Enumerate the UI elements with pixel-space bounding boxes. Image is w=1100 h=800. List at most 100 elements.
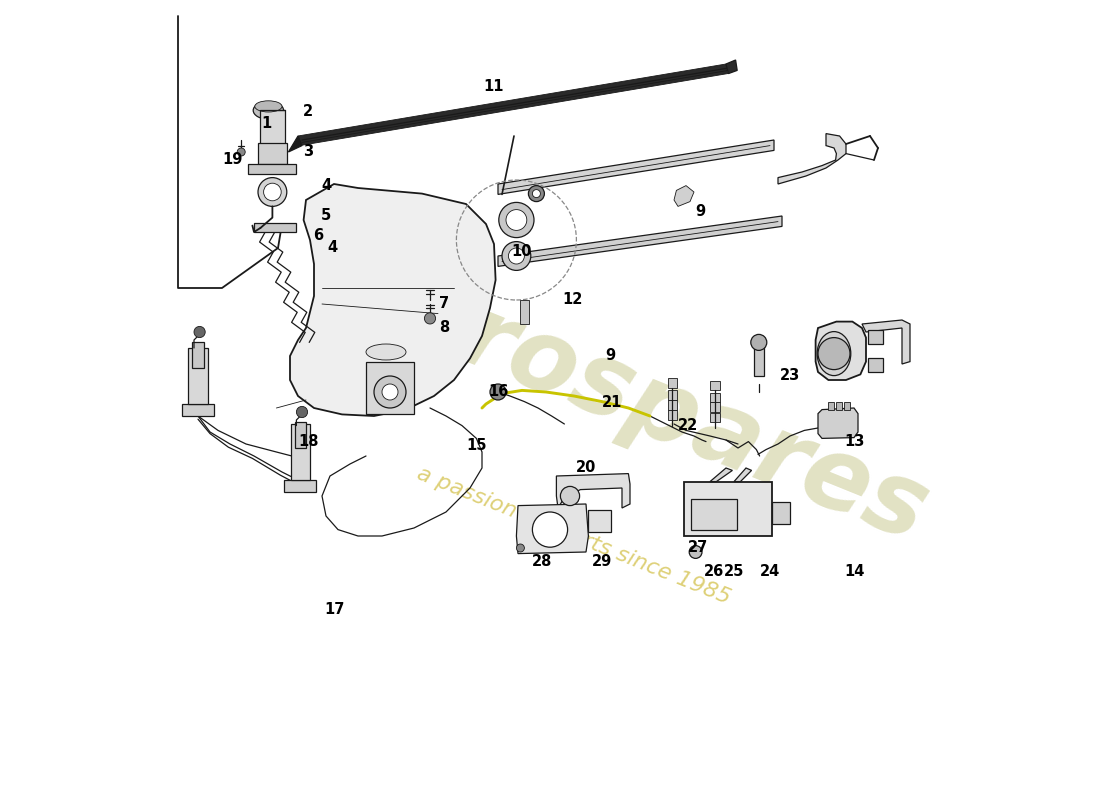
Bar (248, 164, 296, 174)
Circle shape (532, 512, 568, 547)
Circle shape (528, 186, 544, 202)
Polygon shape (674, 186, 694, 206)
Bar (710, 393, 719, 402)
Text: 20: 20 (575, 461, 596, 475)
Circle shape (258, 178, 287, 206)
Bar (710, 402, 719, 412)
Text: 23: 23 (780, 369, 800, 383)
Polygon shape (710, 468, 733, 482)
Circle shape (374, 376, 406, 408)
Text: 28: 28 (531, 554, 552, 569)
Bar (258, 143, 287, 164)
Text: 29: 29 (592, 554, 612, 569)
Ellipse shape (253, 102, 284, 119)
Text: 24: 24 (760, 565, 780, 579)
Text: 27: 27 (688, 541, 708, 555)
Polygon shape (862, 320, 910, 364)
Circle shape (508, 248, 525, 264)
Bar (772, 502, 790, 524)
Ellipse shape (255, 101, 282, 112)
Circle shape (498, 202, 534, 238)
Text: 3: 3 (304, 145, 313, 159)
Circle shape (238, 148, 245, 156)
Text: 13: 13 (844, 434, 865, 449)
Text: 17: 17 (323, 602, 344, 617)
Text: 16: 16 (487, 385, 508, 399)
Bar (710, 413, 719, 422)
Text: 26: 26 (704, 565, 724, 579)
Text: 1: 1 (261, 117, 271, 131)
Circle shape (532, 190, 540, 198)
Text: 11: 11 (484, 79, 504, 94)
Text: 9: 9 (605, 349, 615, 363)
Bar (188, 348, 208, 404)
Bar (260, 110, 285, 144)
Bar (254, 223, 296, 232)
Text: 4: 4 (321, 178, 331, 193)
Polygon shape (498, 216, 782, 266)
Text: 25: 25 (724, 565, 745, 579)
Text: 19: 19 (222, 153, 243, 167)
Polygon shape (734, 468, 751, 482)
Bar (668, 378, 678, 388)
Text: 5: 5 (321, 209, 331, 223)
Bar (868, 358, 883, 372)
Polygon shape (516, 504, 588, 554)
Circle shape (818, 338, 850, 370)
Circle shape (751, 334, 767, 350)
Text: 7: 7 (439, 297, 450, 311)
Bar (868, 330, 883, 344)
Bar (182, 404, 214, 416)
Circle shape (194, 326, 206, 338)
Bar (710, 381, 719, 390)
Bar (684, 482, 772, 536)
Polygon shape (290, 184, 496, 416)
Polygon shape (818, 408, 858, 438)
Polygon shape (778, 134, 846, 184)
Bar (295, 422, 306, 448)
Polygon shape (298, 64, 727, 146)
Polygon shape (815, 322, 866, 380)
Bar (668, 410, 678, 420)
Bar (836, 402, 842, 410)
Text: 4: 4 (328, 241, 338, 255)
Circle shape (425, 313, 436, 324)
Polygon shape (498, 140, 774, 194)
Text: a passion for parts since 1985: a passion for parts since 1985 (415, 464, 734, 608)
Circle shape (560, 486, 580, 506)
Circle shape (516, 544, 525, 552)
Text: 10: 10 (512, 245, 532, 259)
Circle shape (264, 183, 282, 201)
Bar (668, 400, 678, 410)
Text: 15: 15 (466, 438, 486, 453)
Text: 22: 22 (678, 418, 697, 433)
Bar (691, 499, 737, 530)
Bar (285, 480, 317, 492)
Bar (366, 362, 414, 414)
Text: 6: 6 (312, 228, 323, 242)
Bar (519, 300, 529, 324)
Circle shape (490, 384, 506, 400)
Bar (192, 342, 204, 368)
Text: 8: 8 (439, 321, 450, 335)
Text: eurospares: eurospares (319, 237, 942, 563)
Ellipse shape (817, 331, 850, 375)
Polygon shape (288, 136, 302, 152)
Bar (290, 424, 310, 480)
Bar (754, 346, 763, 376)
Text: 12: 12 (562, 293, 583, 307)
Circle shape (296, 406, 308, 418)
Bar (828, 402, 834, 410)
Circle shape (502, 242, 531, 270)
Text: 9: 9 (695, 205, 705, 219)
Polygon shape (726, 60, 737, 74)
Bar (668, 390, 678, 400)
Bar (845, 402, 850, 410)
Polygon shape (557, 474, 630, 508)
Text: 14: 14 (844, 565, 865, 579)
Circle shape (382, 384, 398, 400)
Ellipse shape (366, 344, 406, 360)
Circle shape (506, 210, 527, 230)
Bar (588, 510, 610, 532)
Text: 18: 18 (298, 434, 319, 449)
